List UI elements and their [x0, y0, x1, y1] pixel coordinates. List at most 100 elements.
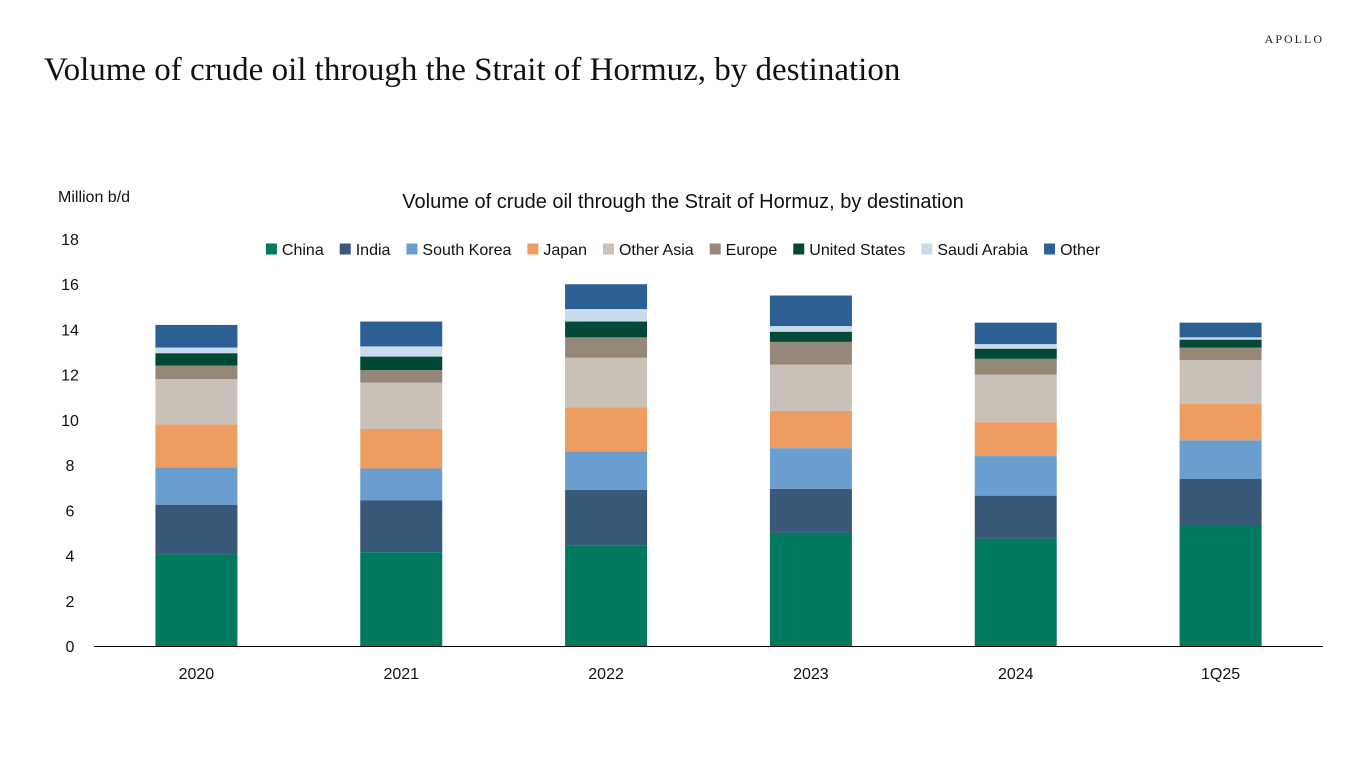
bar-stack-2020 — [155, 324, 238, 646]
bar-segment-europe — [360, 370, 443, 383]
bar-segment-europe — [1179, 347, 1262, 360]
bar-segment-saudi-arabia — [974, 344, 1057, 349]
x-tick-label: 2021 — [383, 666, 419, 683]
legend-label: South Korea — [422, 242, 511, 259]
legend-item-india: India — [339, 242, 391, 259]
bar-segment-china — [155, 554, 238, 646]
legend-label: China — [282, 242, 324, 259]
bar-segment-other — [360, 321, 443, 347]
y-tick-label: 12 — [61, 368, 79, 385]
bar-segment-other — [974, 322, 1057, 345]
y-tick-label: 4 — [66, 549, 75, 566]
legend: China India South Korea Japan Other Asia Euro… — [265, 242, 1101, 259]
bar-segment-japan — [360, 428, 443, 469]
legend-label: Japan — [543, 242, 587, 259]
bar-segment-united-states — [1179, 339, 1262, 348]
bar-segment-china — [360, 552, 443, 646]
bar-segment-india — [565, 489, 648, 546]
chart-title: Volume of crude oil through the Strait o… — [402, 191, 963, 213]
y-tick-label: 2 — [66, 594, 75, 611]
bar-segment-other-asia — [360, 382, 443, 429]
y-tick-label: 18 — [61, 232, 79, 249]
bar-stack-2022 — [565, 284, 648, 646]
bar-segment-other-asia — [769, 364, 852, 411]
x-axis: 2020 2021 2022 2023 2024 1Q25 — [179, 666, 1241, 683]
bar-segment-other — [155, 324, 238, 348]
bar-segment-south-korea — [155, 467, 238, 505]
x-tick-label: 2020 — [179, 666, 215, 683]
bar-segment-south-korea — [360, 468, 443, 501]
bar-segment-united-states — [974, 348, 1057, 359]
legend-label: India — [356, 242, 391, 259]
bar-segment-india — [155, 504, 238, 555]
y-tick-label: 10 — [61, 413, 79, 430]
legend-swatch — [406, 243, 418, 255]
bar-segment-japan — [155, 424, 238, 468]
bars — [155, 284, 1262, 646]
bar-segment-united-states — [769, 331, 852, 342]
bar-segment-south-korea — [1179, 440, 1262, 479]
bar-stack-2021 — [360, 321, 443, 646]
bar-segment-united-states — [565, 321, 648, 338]
legend-label: Europe — [726, 242, 778, 259]
bar-segment-china — [769, 532, 852, 646]
bar-segment-saudi-arabia — [155, 347, 238, 354]
legend-label: Other Asia — [619, 242, 694, 259]
x-tick-label: 2024 — [998, 666, 1034, 683]
bar-segment-other — [769, 295, 852, 327]
legend-swatch — [709, 243, 721, 255]
legend-label: Other — [1060, 242, 1101, 259]
bar-segment-saudi-arabia — [360, 346, 443, 357]
bar-segment-india — [769, 488, 852, 533]
bar-segment-other — [565, 284, 648, 310]
legend-item-europe: Europe — [709, 242, 778, 259]
bar-segment-europe — [974, 358, 1057, 375]
x-tick-label: 1Q25 — [1201, 666, 1240, 683]
bar-segment-europe — [155, 365, 238, 380]
x-tick-label: 2023 — [793, 666, 829, 683]
bar-segment-south-korea — [769, 448, 852, 489]
bar-segment-other-asia — [155, 379, 238, 425]
x-tick-label: 2022 — [588, 666, 624, 683]
bar-segment-saudi-arabia — [769, 326, 852, 332]
legend-item-united-states: United States — [793, 242, 905, 259]
bar-segment-other-asia — [974, 374, 1057, 423]
bar-segment-japan — [565, 407, 648, 452]
bar-segment-india — [360, 500, 443, 553]
legend-label: United States — [809, 242, 905, 259]
legend-label: Saudi Arabia — [937, 242, 1028, 259]
bar-segment-saudi-arabia — [565, 309, 648, 322]
bar-segment-europe — [565, 337, 648, 358]
legend-swatch — [265, 243, 277, 255]
legend-swatch — [602, 243, 614, 255]
legend-swatch — [921, 243, 933, 255]
bar-stack-2024 — [974, 322, 1057, 646]
bar-segment-japan — [974, 422, 1057, 457]
legend-item-south-korea: South Korea — [406, 242, 511, 259]
bar-segment-china — [1179, 525, 1262, 646]
y-tick-label: 8 — [66, 458, 75, 475]
y-tick-label: 6 — [66, 503, 75, 520]
page-title: Volume of crude oil through the Strait o… — [44, 52, 901, 88]
bar-segment-south-korea — [565, 451, 648, 490]
bar-stack-2023 — [769, 295, 852, 646]
y-tick-label: 0 — [66, 639, 75, 656]
bar-segment-china — [565, 545, 648, 646]
bar-segment-other-asia — [1179, 359, 1262, 405]
brand-logo: APOLLO — [1264, 32, 1324, 46]
bar-segment-japan — [1179, 404, 1262, 441]
bar-segment-europe — [769, 341, 852, 365]
bar-segment-saudi-arabia — [1179, 337, 1262, 340]
bar-stack-1Q25 — [1179, 322, 1262, 646]
bar-segment-india — [974, 495, 1057, 539]
legend-item-other-asia: Other Asia — [602, 242, 694, 259]
legend-swatch — [527, 243, 539, 255]
legend-item-other: Other — [1044, 242, 1101, 259]
bar-segment-south-korea — [974, 456, 1057, 496]
y-unit-label: Million b/d — [58, 189, 130, 206]
bar-segment-china — [974, 538, 1057, 646]
bar-segment-japan — [769, 410, 852, 449]
y-tick-label: 16 — [61, 277, 79, 294]
legend-item-china: China — [265, 242, 324, 259]
